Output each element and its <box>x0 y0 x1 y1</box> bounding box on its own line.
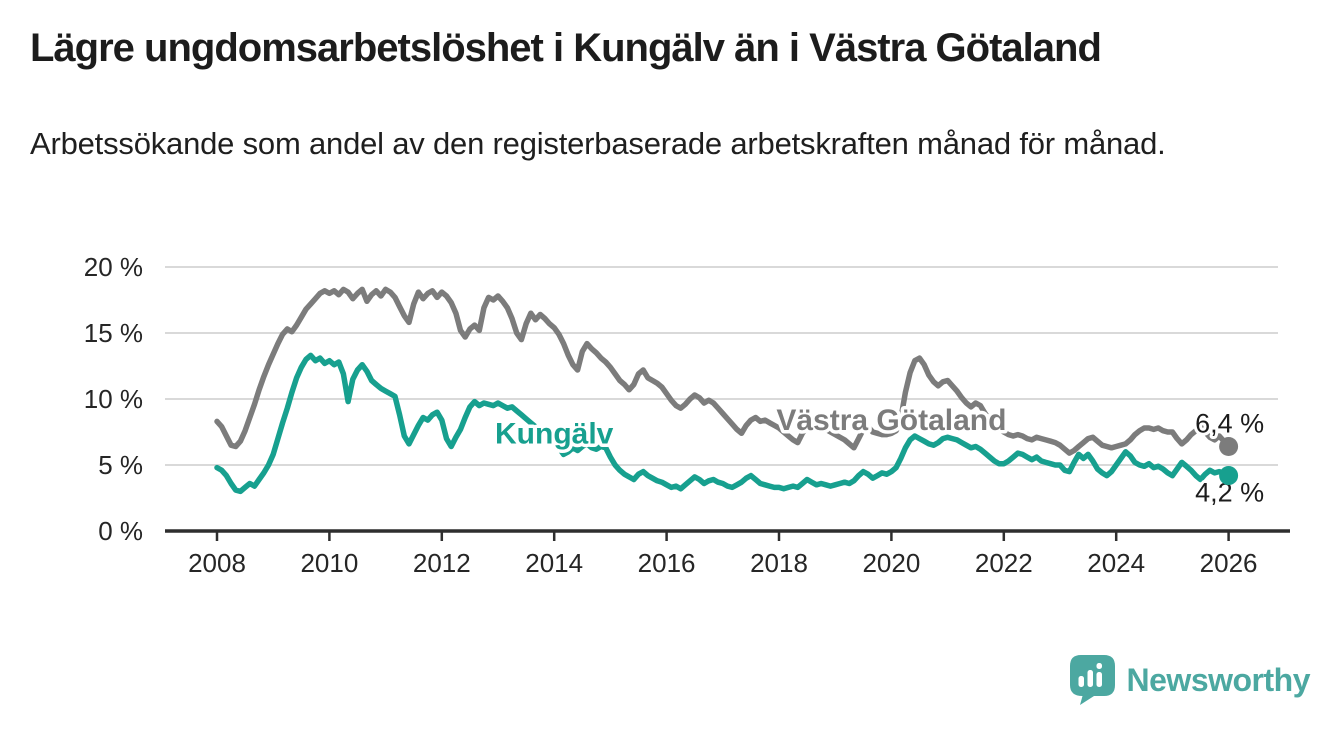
logo-exclamation-dot <box>1096 663 1102 669</box>
x-tick-label: 2008 <box>188 548 246 578</box>
newsworthy-logo-text: Newsworthy <box>1126 661 1311 698</box>
series-label: Kungälv <box>495 417 614 450</box>
end-dot <box>1219 466 1239 486</box>
newsworthy-logo-icon <box>1069 655 1115 705</box>
y-tick-label: 10 % <box>84 384 143 414</box>
y-tick-label: 5 % <box>98 450 143 480</box>
x-tick-label: 2016 <box>638 548 696 578</box>
line-kung-lv <box>214 352 1232 495</box>
y-tick-label: 0 % <box>98 516 143 546</box>
logo-bar-medium <box>1087 670 1093 687</box>
end-value-label: 6,4 % <box>1195 409 1264 439</box>
x-tick-label: 2010 <box>300 548 358 578</box>
x-tick-label: 2012 <box>413 548 471 578</box>
newsworthy-branding: Newsworthy <box>1069 654 1311 706</box>
logo-bar-small <box>1078 676 1084 687</box>
x-tick-label: 2014 <box>525 548 583 578</box>
chart-title: Lägre ungdomsarbetslöshet i Kungälv än i… <box>30 26 1102 70</box>
x-tick-label: 2022 <box>975 548 1033 578</box>
y-tick-label: 20 % <box>84 252 143 282</box>
line-v-stra-g-taland <box>214 286 1232 456</box>
y-tick-label: 15 % <box>84 318 143 348</box>
x-tick-label: 2020 <box>862 548 920 578</box>
x-tick-label: 2018 <box>750 548 808 578</box>
x-tick-label: 2026 <box>1200 548 1258 578</box>
series-label: Västra Götaland <box>776 404 1006 437</box>
x-tick-label: 2024 <box>1087 548 1145 578</box>
logo-bar-tall <box>1096 672 1102 687</box>
chart-subtitle: Arbetssökande som andel av den registerb… <box>30 126 1166 161</box>
end-dot <box>1219 437 1239 457</box>
